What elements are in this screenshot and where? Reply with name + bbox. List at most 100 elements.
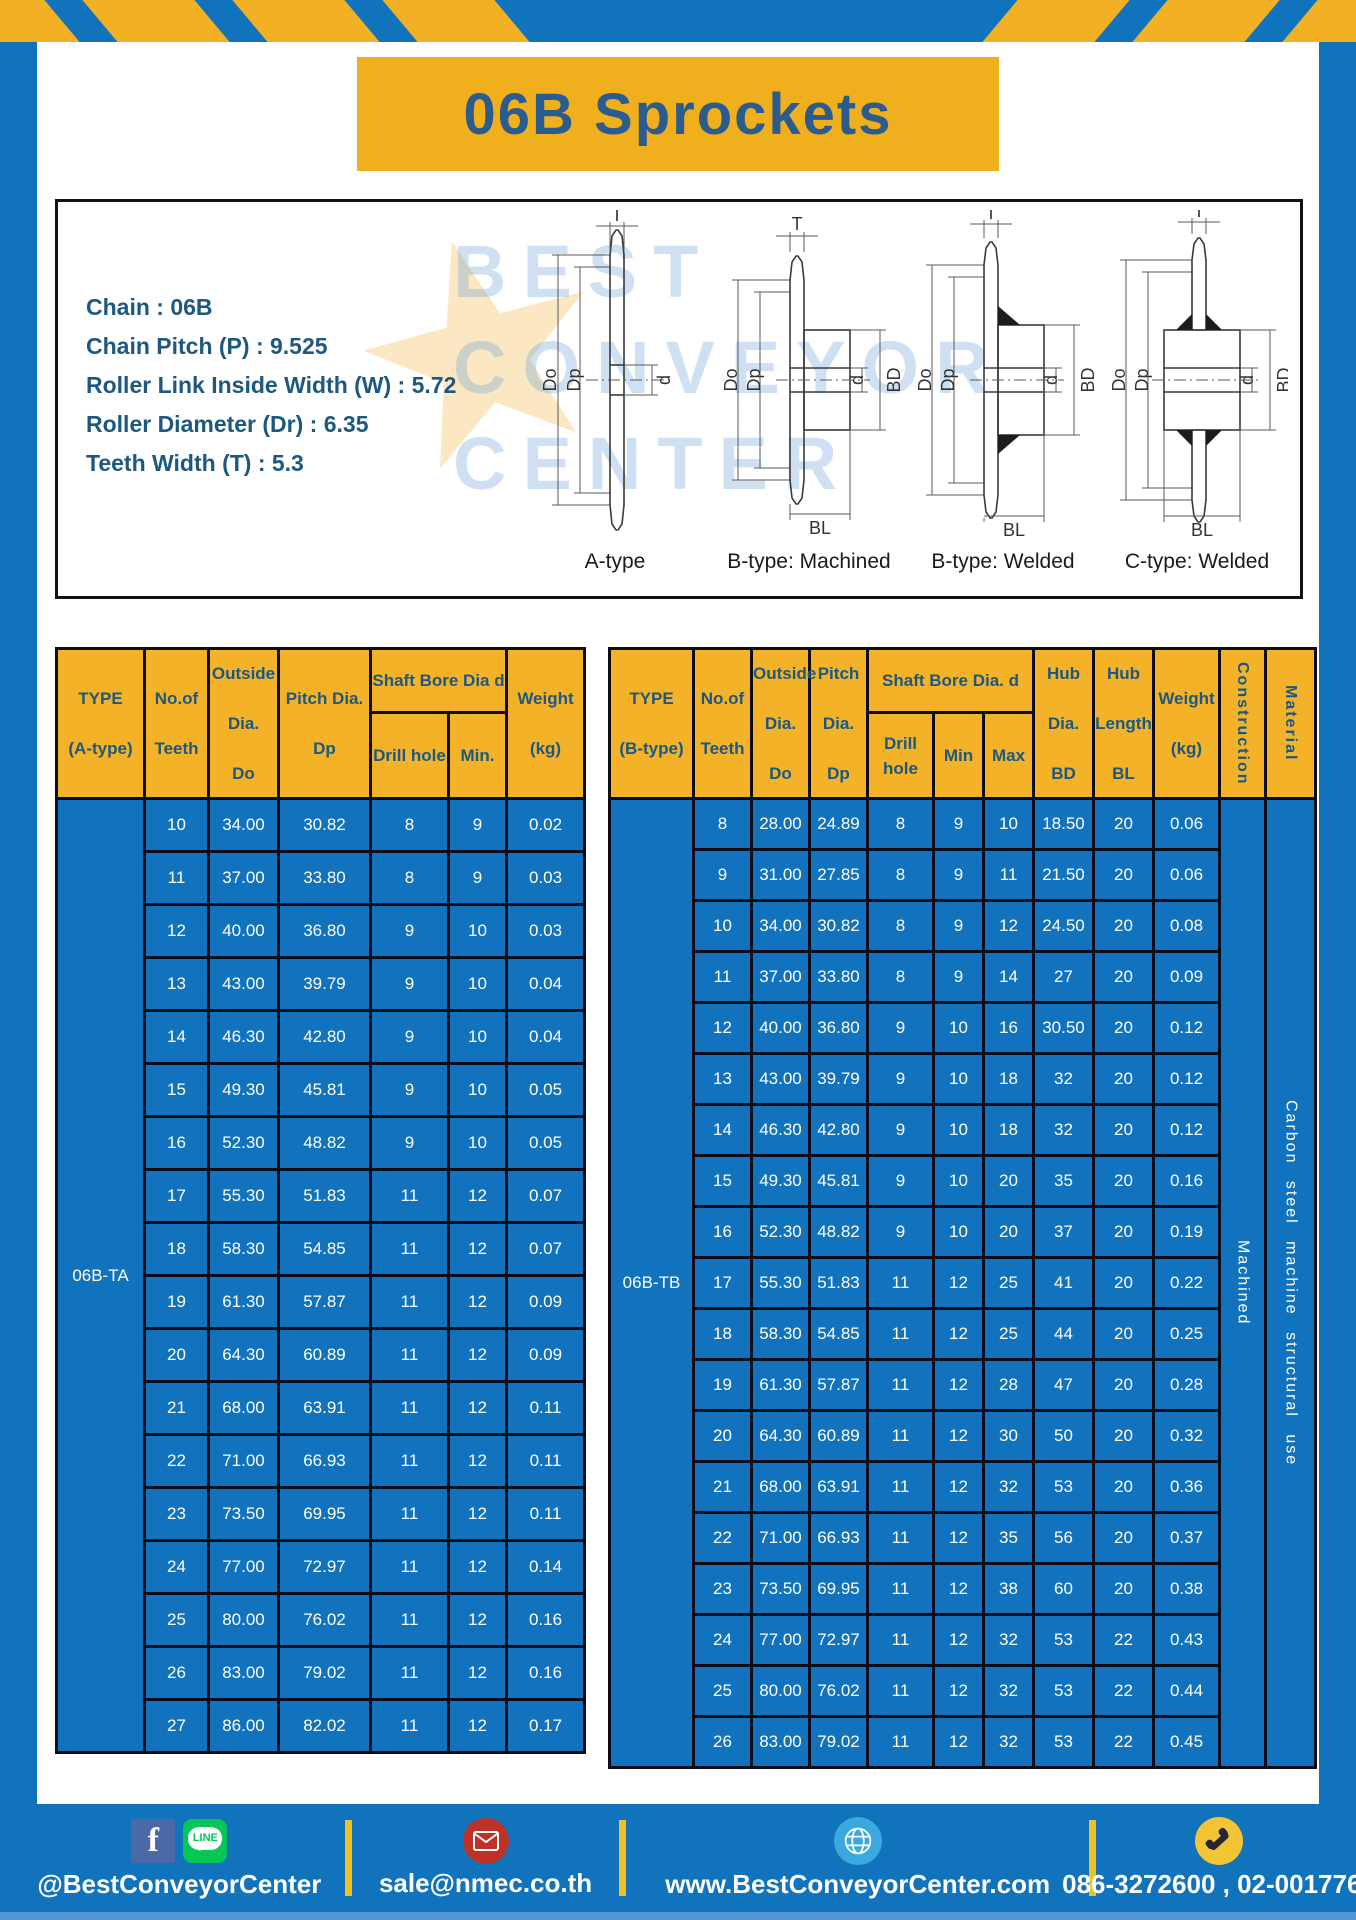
material-cell: Carbon steel machine structural use [1264,797,1317,1769]
data-cell: 63.91 [277,1380,372,1436]
data-cell: 60.89 [808,1409,869,1463]
email-icon [462,1817,509,1864]
data-cell: 18 [982,1052,1035,1106]
header-material: Material [1264,647,1317,800]
dim-label-do: Do [721,368,741,391]
data-cell: 40.00 [750,1001,811,1055]
data-cell: 11 [369,1327,450,1383]
data-cell: 76.02 [808,1664,869,1718]
data-cell: 58.30 [750,1307,811,1361]
data-cell: 16 [692,1205,753,1259]
data-cell: 27 [143,1698,210,1754]
data-cell: 32 [982,1460,1035,1514]
stripe-decoration [0,0,88,42]
dim-label-dp: Dp [744,368,764,391]
data-cell: 56 [1032,1511,1095,1565]
data-cell: 39.79 [808,1052,869,1106]
data-cell: 0.44 [1152,1664,1221,1718]
dim-label-bd: BD [1274,367,1288,392]
data-cell: 48.82 [277,1115,372,1171]
footer-divider [344,1820,352,1896]
data-cell: 22 [1092,1715,1155,1769]
header-teeth: No.of Teeth [692,647,753,800]
data-cell: 11 [369,1221,450,1277]
data-cell: 61.30 [207,1274,280,1330]
header-drill-hole: Drill hole [866,711,935,800]
diagram-b-type-machined: Do Dp T d BD [718,210,900,574]
data-cell: 69.95 [277,1486,372,1542]
sprocket-c-welded-drawing: Do Dp T [1109,210,1288,540]
data-cell: 11 [866,1409,935,1463]
data-cell: 83.00 [750,1715,811,1769]
stripe-decoration [974,0,1138,42]
data-cell: 52.30 [750,1205,811,1259]
data-cell: 12 [982,899,1035,953]
table-row: 23 73.50 69.95 11 12 0.11 [57,1486,586,1542]
data-cell: 18 [982,1103,1035,1157]
data-cell: 25 [982,1307,1035,1361]
data-cell: 16 [982,1001,1035,1055]
dim-label-bl: BL [1003,520,1025,540]
data-cell: 38 [982,1562,1035,1616]
data-cell: 11 [369,1539,450,1595]
data-cell: 77.00 [750,1613,811,1667]
table-row: 11 37.00 33.80 8 9 14 27 20 0.09 [610,950,1316,1004]
dim-label-d: d [847,375,867,385]
data-cell: 20 [1092,1103,1155,1157]
header-construction: Construction [1218,647,1267,800]
data-cell: 13 [692,1052,753,1106]
table-row: 22 71.00 66.93 11 12 0.11 [57,1433,586,1489]
table-row: 17 55.30 51.83 11 12 25 41 20 0.22 [610,1256,1316,1310]
page-content: 06B Sprockets BEST CONVEYOR CENTER Chain… [37,42,1319,1804]
construction-cell: Machined [1218,797,1267,1769]
data-cell: 11 [369,1645,450,1701]
data-cell: 12 [143,903,210,959]
diagram-label-a-type: A-type [584,550,646,573]
data-cell: 0.11 [505,1380,586,1436]
data-cell: 49.30 [750,1154,811,1208]
table-row: 06B-TA 10 34.00 30.82 8 9 0.02 [55,797,586,1754]
table-row: 11 37.00 33.80 8 9 0.03 [57,850,586,906]
data-cell: 25 [982,1256,1035,1310]
data-cell: 12 [447,1698,508,1754]
title-banner: 06B Sprockets [357,57,999,171]
table-row: 23 73.50 69.95 11 12 38 60 20 0.38 [610,1562,1316,1616]
data-cell: 0.22 [1152,1256,1221,1310]
diagram-c-type-welded: Do Dp T [1106,210,1288,574]
data-cell: 11 [866,1511,935,1565]
data-cell: 72.97 [277,1539,372,1595]
header-shaft-bore: Shaft Bore Dia. d [866,647,1035,714]
table-row: 13 43.00 39.79 9 10 18 32 20 0.12 [610,1052,1316,1106]
data-cell: 8 [369,797,450,853]
data-cell: 11 [692,950,753,1004]
data-cell: 0.04 [505,1009,586,1065]
stripe-decoration [74,0,238,42]
data-cell: 25 [143,1592,210,1648]
table-row: 06B-TB 8 28.00 24.89 8 9 10 18.50 20 0.06 Machined… [608,797,1317,1769]
data-cell: 20 [1092,1256,1155,1310]
table-row: 21 68.00 63.91 11 12 32 53 20 0.36 [610,1460,1316,1514]
data-cell: 11 [866,1613,935,1667]
data-cell: 20 [143,1327,210,1383]
data-cell: 39.79 [277,956,372,1012]
sprocket-diagrams: Do Dp T d A-type [524,210,1288,574]
data-cell: 54.85 [808,1307,869,1361]
data-cell: 47 [1032,1358,1095,1412]
data-cell: 8 [866,797,935,851]
data-cell: 11 [369,1698,450,1754]
data-cell: 10 [932,1154,985,1208]
data-cell: 50 [1032,1409,1095,1463]
data-cell: 10 [143,797,210,853]
data-cell: 28 [982,1358,1035,1412]
data-cell: 0.12 [1152,1001,1221,1055]
data-cell: 10 [932,1001,985,1055]
sprocket-b-machined-drawing: Do Dp T d BD [721,214,900,538]
data-cell: 19 [692,1358,753,1412]
data-cell: 0.36 [1152,1460,1221,1514]
data-cell: 0.12 [1152,1103,1221,1157]
data-cell: 9 [692,848,753,902]
data-cell: 25 [692,1664,753,1718]
data-cell: 73.50 [750,1562,811,1616]
data-cell: 21 [143,1380,210,1436]
data-cell: 0.25 [1152,1307,1221,1361]
